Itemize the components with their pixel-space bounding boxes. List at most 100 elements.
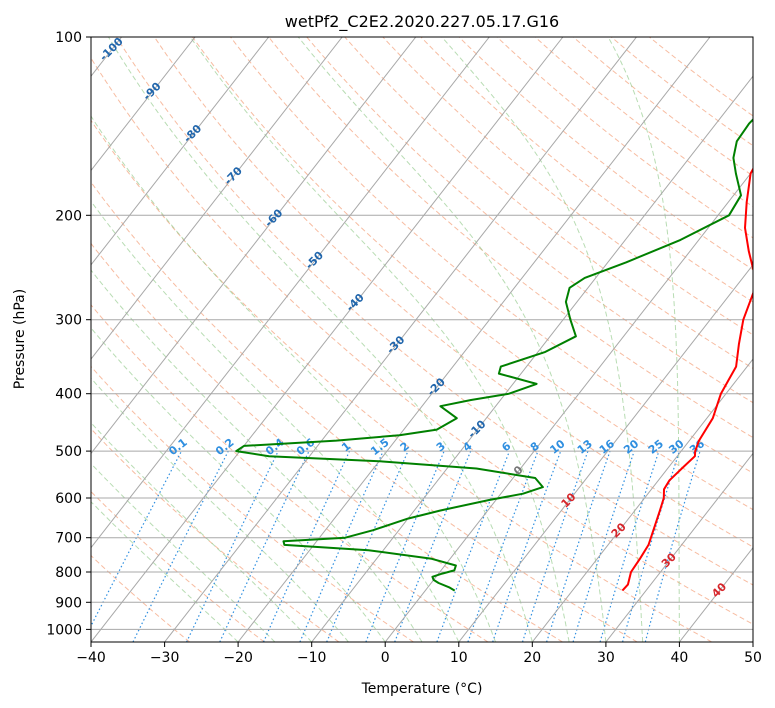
mixing-ratio-line [365,450,445,642]
plot-frame [90,36,754,643]
dry-adiabat [115,37,753,586]
isotherm [164,37,637,642]
mixing-ratio-line [436,450,511,642]
dry-adiabats [91,37,753,642]
x-tick-label: 10 [450,650,468,666]
y-tick-label: 800 [55,565,82,581]
dry-adiabat [534,37,753,208]
mixing-ratio-label: 3 [434,439,448,454]
dry-adiabat [496,37,753,239]
mixing-ratio-label: 1.5 [368,436,391,458]
x-tick-label: 40 [670,650,688,666]
y-tick-label: 700 [55,531,82,547]
dry-adiabat [91,428,340,642]
dry-adiabat [91,304,489,642]
isotherm [237,37,711,642]
y-tick-label: 900 [55,595,82,611]
dry-adiabat [306,37,753,404]
isotherm-label: -40 [344,291,367,314]
x-tick-label: 20 [523,650,541,666]
isotherm [91,37,196,172]
isotherm-label: -70 [222,164,245,187]
isotherms [91,37,753,642]
sounding-series [235,118,753,592]
mixing-ratio-label: 4 [460,439,474,454]
y-tick-label: 300 [55,313,82,329]
mixing-ratio-line [299,450,384,642]
dry-adiabat [229,37,753,474]
moist-adiabat [607,37,680,642]
moist-adiabat [297,37,607,642]
isotherm-label: -20 [425,375,448,398]
moist-adiabat [91,462,276,642]
dry-adiabat [191,37,753,511]
y-tick-label: 1000 [46,622,82,638]
isotherm-label: -30 [384,333,407,356]
x-tick-label: 0 [381,650,390,666]
isotherm [91,37,417,455]
y-tick-label: 100 [55,30,82,46]
isobars [91,37,753,630]
mixing-ratio-label: 25 [646,437,666,457]
mixing-ratio-label: 10 [548,437,568,457]
dry-adiabat [420,37,753,303]
dry-adiabat [91,57,753,625]
mixing-ratio-line [546,450,611,642]
mixing-ratio-line [644,450,701,642]
isotherm-label: -90 [140,80,163,103]
isotherm-label: -50 [303,248,326,271]
isotherm [91,37,343,360]
isotherm-label: -80 [181,122,204,145]
isotherm [458,264,753,642]
y-tick-label: 600 [55,491,82,507]
mixing-ratio-label: 8 [528,439,542,454]
x-tick-label: −30 [150,650,180,666]
mixing-ratio-line [326,450,409,642]
moist-adiabat [91,115,497,642]
mixing-ratio-label: 0.4 [263,436,287,458]
isotherm [311,75,753,642]
mixing-ratio-line [132,450,229,642]
mixing-ratio-label: 0.2 [213,436,236,458]
dry-adiabat [382,37,753,336]
y-tick-label: 400 [55,387,82,403]
dry-adiabat [344,37,753,369]
mixing-ratio-label: 20 [621,437,641,457]
mixing-ratio-line [492,450,562,642]
x-axis-label: Temperature (°C) [361,681,483,697]
isotherm [91,37,270,266]
temperature-line [621,167,753,592]
dry-adiabat [91,554,191,642]
moist-adiabat [108,37,533,642]
dry-adiabat [268,37,753,439]
mixing-ratio-line [599,450,660,642]
moist-adiabat [91,200,460,642]
moist-adiabat [91,501,239,642]
y-tick-label: 200 [55,208,82,224]
dry-adiabat [91,490,265,642]
moist-adiabat [91,327,386,642]
dry-adiabat [91,242,563,642]
moist-adiabat [441,37,644,642]
mixing-ratio-line [91,450,183,628]
isotherm-label: -10 [465,417,488,440]
x-tick-label: −10 [297,650,327,666]
y-axis-label: Pressure (hPa) [12,289,28,389]
dewpoint-line [235,118,753,592]
mixing-ratio-line [572,450,635,642]
chart-title: wetPf2_C2E2.2020.227.05.17.G16 [285,12,559,32]
x-tick-label: −20 [223,650,253,666]
x-axis-ticks: −40 −30 −20 −10 0 10 20 30 40 50 [76,642,762,666]
mixing-ratio-line [622,450,680,642]
isotherm-label: 30 [659,550,679,570]
mixing-ratio-label: 0.1 [166,436,189,458]
x-tick-label: −40 [76,650,106,666]
mixing-ratio-line [262,450,351,642]
mixing-ratio-label: 1 [339,439,353,454]
isotherm-label: 40 [709,580,729,600]
moist-adiabat [91,269,423,642]
mixing-ratio-label: 2 [398,439,412,454]
isotherm [91,37,564,642]
isotherm [679,546,753,642]
